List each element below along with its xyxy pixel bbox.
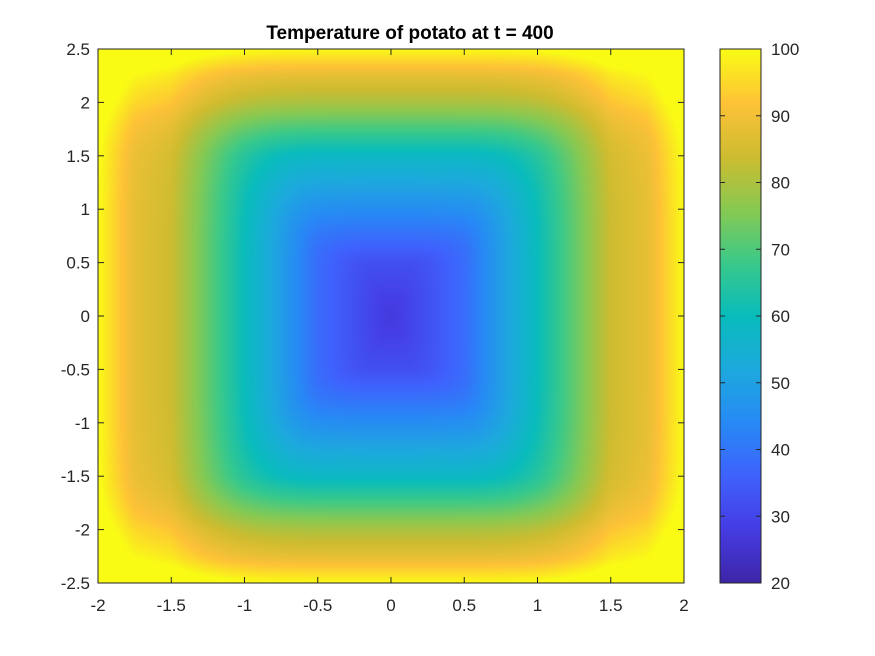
y-tick-label: 0 <box>81 307 90 326</box>
y-tick-label: -2.5 <box>61 574 90 593</box>
colorbar-tick-label: 30 <box>771 507 790 526</box>
colorbar-tick-label: 100 <box>771 40 799 59</box>
x-tick-label: -2 <box>90 596 105 615</box>
y-tick-label: -1 <box>75 414 90 433</box>
chart-title: Temperature of potato at t = 400 <box>266 23 553 44</box>
colorbar-tick-label: 40 <box>771 441 790 460</box>
colorbar-tick-label: 80 <box>771 174 790 193</box>
colorbar: 20 30 40 50 60 70 80 90 100 <box>719 40 799 593</box>
colorbar-tick-label: 50 <box>771 374 790 393</box>
x-tick-label: 1.5 <box>599 596 623 615</box>
x-tick-label: -1.5 <box>157 596 186 615</box>
y-tick-label: 0.5 <box>66 254 90 273</box>
colorbar-tick-label: 70 <box>771 240 790 259</box>
x-tick-label: -1 <box>237 596 252 615</box>
y-tick-label: 2 <box>81 93 90 112</box>
colorbar-tick-label: 60 <box>771 307 790 326</box>
colorbar-ticks: 20 30 40 50 60 70 80 90 100 <box>720 40 799 593</box>
x-tick-label: 1 <box>533 596 542 615</box>
y-tick-label: -2 <box>75 521 90 540</box>
temperature-field <box>98 49 684 583</box>
y-axis: -2.5 -2 -1.5 -1 -0.5 0 0.5 1 1.5 2 2.5 <box>61 40 684 593</box>
colorbar-tick-label: 20 <box>771 574 790 593</box>
x-axis: -2 -1.5 -1 -0.5 0 0.5 1 1.5 2 <box>90 49 689 615</box>
x-tick-label: 0 <box>386 596 395 615</box>
x-tick-label: 0.5 <box>452 596 476 615</box>
y-tick-label: 1 <box>81 200 90 219</box>
colorbar-tick-label: 90 <box>771 107 790 126</box>
x-tick-label: 2 <box>679 596 688 615</box>
y-tick-label: 2.5 <box>66 40 90 59</box>
colorbar-gradient <box>720 49 761 583</box>
plot-area <box>98 49 684 583</box>
y-tick-label: -0.5 <box>61 360 90 379</box>
x-tick-label: -0.5 <box>303 596 332 615</box>
y-tick-label: 1.5 <box>66 147 90 166</box>
y-tick-label: -1.5 <box>61 467 90 486</box>
